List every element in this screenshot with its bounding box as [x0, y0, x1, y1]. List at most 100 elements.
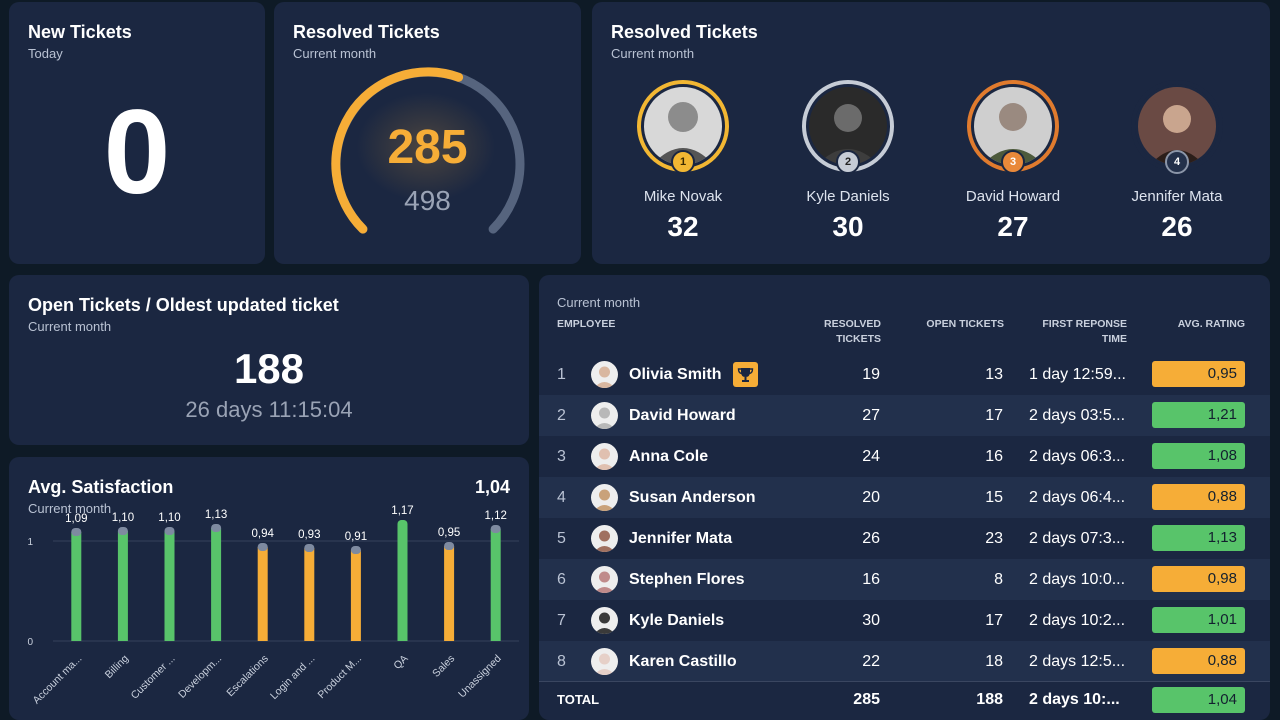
total-response: 2 days 10:...	[1029, 691, 1120, 708]
leader-name: Kyle Daniels	[806, 188, 890, 205]
bar-value-label: 1,09	[65, 513, 87, 525]
header-open[interactable]: OPEN TICKETS	[926, 318, 1004, 330]
total-resolved: 285	[853, 691, 880, 708]
avatar	[591, 525, 618, 552]
table-row[interactable]: 7 Kyle Daniels 30 17 2 days 10:2... 1,01	[539, 600, 1270, 641]
total-open: 188	[976, 691, 1003, 708]
header-first-line2: TIME	[1101, 333, 1127, 345]
leader-name: Jennifer Mata	[1131, 188, 1223, 205]
card-title: Open Tickets / Oldest updated ticket	[28, 295, 339, 315]
open-count: 8	[994, 571, 1003, 588]
bar	[117, 531, 128, 641]
total-row: TOTAL 285 188 2 days 10:... 1,04	[539, 680, 1270, 720]
open-count: 23	[985, 530, 1003, 547]
header-rating[interactable]: AVG. RATING	[1177, 318, 1245, 330]
category-label: Customer ...	[129, 653, 178, 702]
header-employee[interactable]: EMPLOYEE	[557, 318, 616, 330]
gauge-value: 285	[387, 121, 468, 174]
leader-4[interactable]: 4 Jennifer Mata 26	[1097, 80, 1257, 243]
header-first-line1: FIRST REPONSE	[1042, 318, 1127, 330]
bar-cap	[350, 546, 361, 554]
table-row[interactable]: 4 Susan Anderson 20 15 2 days 06:4... 0,88	[539, 477, 1270, 518]
category-label: Unassigned	[456, 653, 504, 701]
card-subtitle: Current month	[28, 501, 112, 516]
rating-badge: 1,01	[1152, 607, 1245, 633]
row-rank: 6	[557, 571, 566, 588]
table-row[interactable]: 5 Jennifer Mata 26 23 2 days 07:3... 1,13	[539, 518, 1270, 559]
total-rating: 1,04	[1152, 687, 1245, 713]
avatar: 2	[802, 80, 894, 174]
first-response-time: 2 days 10:2...	[1029, 612, 1126, 629]
category-label: Product M...	[316, 653, 365, 702]
new-tickets-value: 0	[103, 85, 171, 219]
table-row[interactable]: 2 David Howard 27 17 2 days 03:5... 1,21	[539, 395, 1270, 436]
table-subtitle: Current month	[557, 295, 641, 310]
rating-badge: 1,13	[1152, 525, 1245, 551]
employee-name[interactable]: Susan Anderson	[629, 489, 756, 506]
leader-name: Mike Novak	[643, 188, 723, 205]
leader-2[interactable]: 2 Kyle Daniels 30	[768, 80, 928, 243]
open-tickets-value: 188	[233, 345, 305, 392]
employee-name[interactable]: Stephen Flores	[629, 571, 745, 588]
satisfaction-total: 1,04	[474, 477, 510, 497]
employee-name[interactable]: Anna Cole	[629, 448, 709, 465]
category-label: Developm...	[176, 653, 224, 701]
employee-name[interactable]: Olivia Smith	[629, 366, 722, 383]
open-count: 17	[985, 407, 1003, 424]
bar-value-label: 1,17	[391, 505, 413, 517]
rating-badge: 1,08	[1152, 443, 1245, 469]
leader-score: 32	[667, 211, 699, 242]
bar	[211, 528, 222, 641]
row-rank: 1	[557, 366, 566, 383]
resolved-gauge-card: Resolved Tickets Current month 285 498	[274, 2, 581, 264]
employee-name[interactable]: Karen Castillo	[629, 653, 737, 670]
satisfaction-card: 0 1 1,09 Account ma... 1,10 Billing 1,10 Custom…	[9, 457, 529, 720]
avatar	[591, 443, 618, 470]
avatar	[591, 402, 618, 429]
open-tickets-card: Open Tickets / Oldest updated ticket Cur…	[9, 275, 529, 445]
resolved-count: 27	[862, 407, 880, 424]
category-label: Account ma...	[31, 653, 85, 707]
category-label: Billing	[103, 653, 131, 681]
resolved-count: 19	[862, 366, 880, 383]
bar	[490, 529, 501, 641]
avatar	[591, 484, 618, 511]
new-tickets-card: New Tickets Today 0	[9, 2, 265, 264]
table-row[interactable]: 1 Olivia Smith 19 13 1 day 12:59... 0,95	[539, 354, 1270, 395]
leader-1[interactable]: 1 Mike Novak 32	[603, 80, 763, 243]
first-response-time: 2 days 03:5...	[1029, 407, 1126, 424]
rating-badge: 0,98	[1152, 566, 1245, 592]
resolved-count: 16	[862, 571, 880, 588]
bar	[71, 532, 82, 641]
rank-badge: 4	[1165, 150, 1189, 174]
row-rank: 8	[557, 653, 566, 670]
bar	[397, 524, 408, 641]
row-rank: 2	[557, 407, 566, 424]
bar-value-label: 0,93	[298, 529, 320, 541]
employee-name[interactable]: Jennifer Mata	[629, 530, 733, 547]
bar	[164, 531, 175, 641]
open-count: 16	[985, 448, 1003, 465]
table-row[interactable]: 6 Stephen Flores 16 8 2 days 10:0... 0,98	[539, 559, 1270, 600]
first-response-time: 2 days 06:4...	[1029, 489, 1126, 506]
gauge-chart	[331, 67, 525, 234]
header-resolved[interactable]: RESOLVED TICKETS	[824, 317, 881, 347]
leader-3[interactable]: 3 David Howard 27	[933, 80, 1093, 243]
first-response-time: 1 day 12:59...	[1029, 366, 1126, 383]
total-label: TOTAL	[557, 692, 600, 707]
employee-name[interactable]: David Howard	[629, 407, 736, 424]
card-subtitle: Current month	[28, 319, 112, 334]
avatar	[591, 648, 618, 675]
bar-value-label: 1,10	[158, 512, 180, 524]
header-resolved-line1: RESOLVED	[824, 318, 881, 330]
card-title: Resolved Tickets	[611, 22, 758, 42]
category-label: Login and ...	[268, 653, 317, 702]
employee-name[interactable]: Kyle Daniels	[629, 612, 725, 629]
bar-value-label: 1,12	[485, 510, 507, 522]
header-first-response[interactable]: FIRST REPONSE TIME	[1042, 317, 1127, 347]
y-tick-label: 1	[27, 537, 33, 548]
table-row[interactable]: 8 Karen Castillo 22 18 2 days 12:5... 0,88	[539, 641, 1270, 682]
bar-cap	[444, 542, 455, 550]
table-row[interactable]: 3 Anna Cole 24 16 2 days 06:3... 1,08	[539, 436, 1270, 477]
first-response-time: 2 days 10:0...	[1029, 571, 1126, 588]
